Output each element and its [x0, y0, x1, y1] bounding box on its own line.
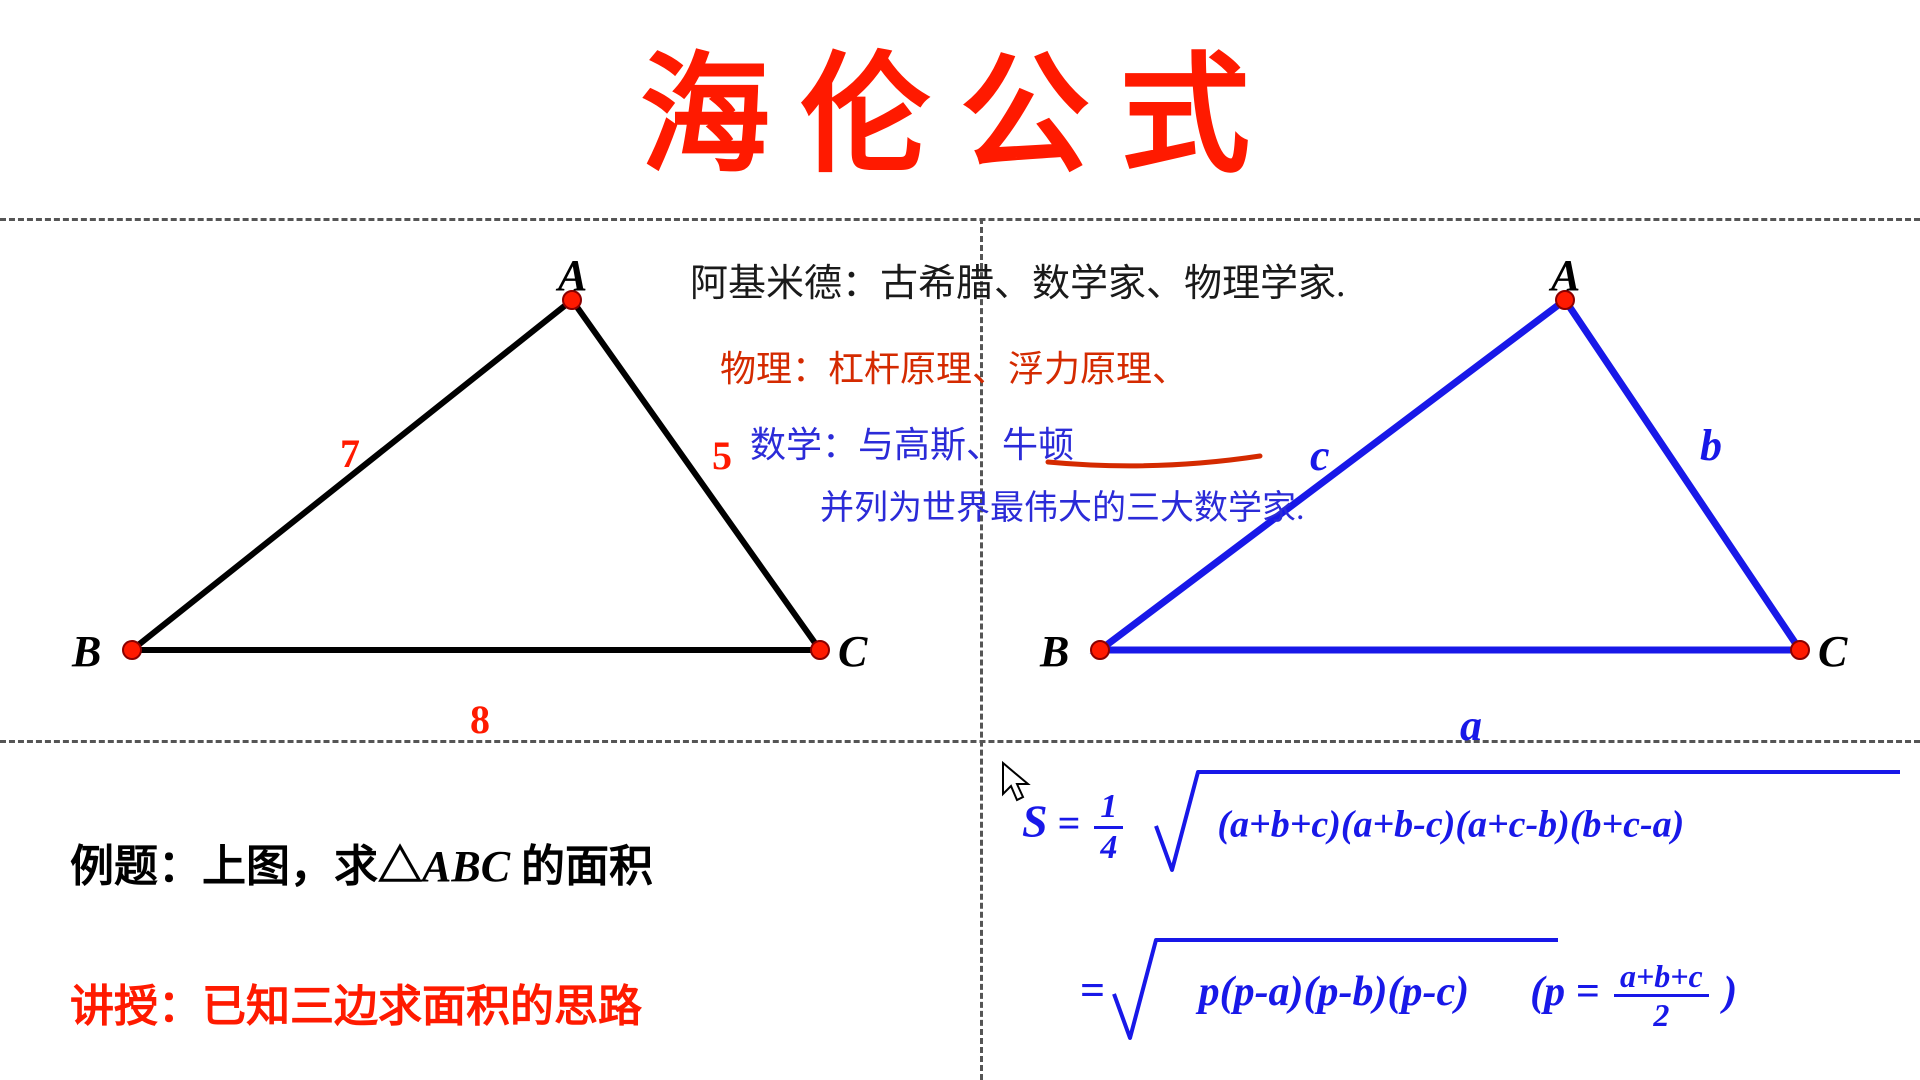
side-label-5: 5 [712, 432, 732, 479]
side-label-b: b [1700, 420, 1722, 471]
side-label-c: c [1310, 430, 1330, 481]
radicand-2: p(p-a)(p-b)(p-c) [1199, 969, 1470, 1015]
p-fraction: a+b+c 2 [1614, 960, 1709, 1031]
hand-note-1: 阿基米德：古希腊、数学家、物理学家. [690, 252, 1346, 307]
heron-formula-expanded: S = 1 4 (a+b+c)(a+b-c)(a+c-b)(b+c-a) [1022, 790, 1684, 865]
vertex-label-A-left: A [558, 250, 587, 301]
hand-note-4: 并列为世界最伟大的三大数学家. [820, 480, 1305, 529]
side-label-8: 8 [470, 696, 490, 743]
vertex-label-B-right: B [1040, 626, 1069, 677]
vertex-label-C-left: C [838, 626, 867, 677]
one-quarter-fraction: 1 4 [1094, 790, 1123, 865]
divider-bottom [0, 740, 1920, 743]
formula2-eq: = [1080, 966, 1116, 1015]
hand-note-2: 物理：杠杆原理、浮力原理、 [720, 340, 1188, 392]
p-def-close: ) [1723, 969, 1737, 1015]
divider-top [0, 218, 1920, 221]
mouse-cursor-icon [1000, 760, 1036, 814]
page-title: 海伦公式 [0, 10, 1920, 198]
vertex-label-C-right: C [1818, 626, 1847, 677]
hand-note-3: 数学：与高斯、牛顿 [750, 416, 1074, 468]
problem-abc: ABC [422, 842, 521, 891]
radicand-1: (a+b+c)(a+b-c)(a+c-b)(b+c-a) [1217, 804, 1684, 846]
p-den: 2 [1614, 997, 1709, 1031]
heron-formula-compact: = p(p-a)(p-b)(p-c) (p = a+b+c 2 ) [1080, 960, 1737, 1031]
p-def-open: (p = [1530, 969, 1610, 1015]
side-label-7: 7 [340, 430, 360, 477]
frac-den: 4 [1094, 829, 1123, 865]
example-problem: 例题：上图，求△ABC 的面积 [70, 830, 653, 894]
side-label-a: a [1460, 700, 1482, 751]
vertex-label-A-right: A [1551, 250, 1580, 301]
vertex-label-B-left: B [72, 626, 101, 677]
p-num: a+b+c [1614, 960, 1709, 997]
problem-prefix: 例题：上图，求△ [70, 842, 422, 891]
problem-suffix: 的面积 [521, 842, 653, 891]
frac-num: 1 [1094, 790, 1123, 829]
formula-eq: = [1058, 801, 1091, 846]
teach-line: 讲授：已知三边求面积的思路 [70, 970, 642, 1034]
